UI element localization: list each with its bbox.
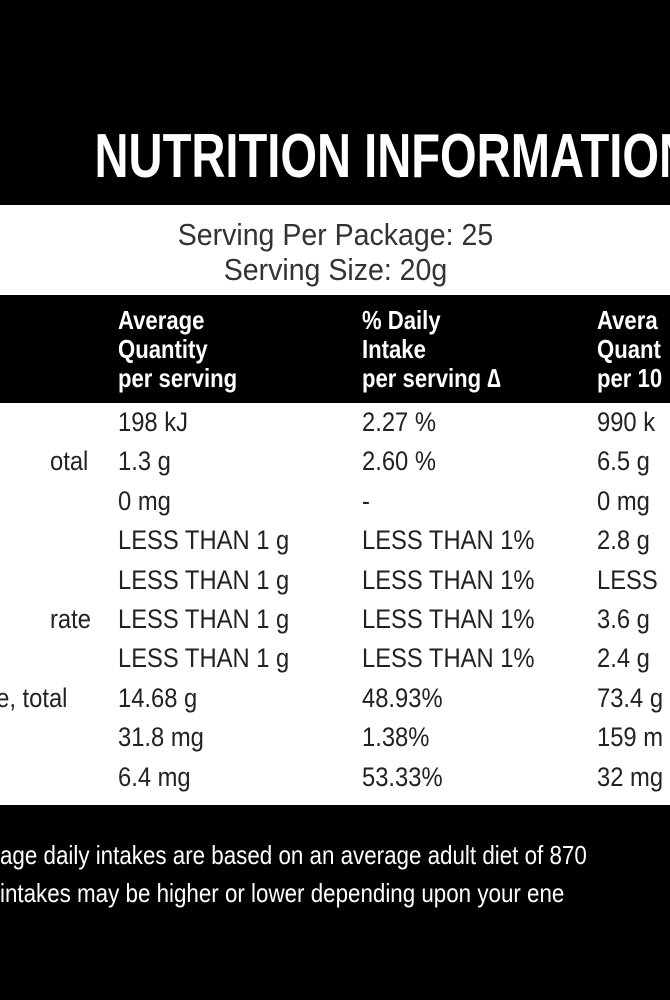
cell: 32 mg	[597, 761, 664, 792]
cell: LESS THAN 1 g	[118, 564, 290, 595]
cell: LESS THAN 1 g	[118, 643, 290, 674]
cell: -	[362, 485, 370, 516]
cell: 14.68 g	[118, 682, 198, 713]
cell: 2.60 %	[362, 446, 436, 477]
cell: 1.38%	[362, 722, 430, 753]
cell: 990 k	[597, 407, 656, 437]
cell: LESS THAN 1%	[362, 604, 535, 634]
title: NUTRITION INFORMATION	[0, 122, 670, 192]
cell: 2.4 g	[597, 643, 650, 674]
cell: 48.93%	[362, 682, 443, 713]
cell: LESS	[597, 564, 658, 595]
serving-size: Serving Size: 20g	[0, 253, 670, 287]
cell: 2.8 g	[597, 525, 650, 556]
cell: 73.4 g	[597, 682, 664, 713]
servings-text: Serving Per Package: 25	[177, 217, 493, 252]
column-header: Avera Quant per 10	[597, 306, 670, 393]
cell: LESS THAN 1%	[362, 564, 535, 595]
header-line: Quantity	[118, 334, 208, 364]
header-line: % Daily	[362, 305, 441, 335]
cell: 6.4 mg	[118, 761, 191, 792]
cell: 6.5 g	[597, 446, 650, 477]
cell: 31.8 mg	[118, 722, 204, 753]
header-line: per serving ∆	[362, 363, 501, 393]
serving-size-text: Serving Size: 20g	[223, 252, 447, 287]
cell: 0 mg	[597, 485, 650, 516]
cell: LESS THAN 1%	[362, 643, 535, 674]
cell: 159 m	[597, 722, 664, 753]
row-label: ore, total	[0, 682, 68, 713]
column-header: Average Quantity per serving	[118, 306, 258, 393]
table-body	[0, 403, 670, 805]
row-label: rate	[50, 604, 91, 634]
cell: 2.27 %	[362, 407, 436, 437]
cell: 1.3 g	[118, 446, 171, 477]
cell: LESS THAN 1 g	[118, 525, 290, 556]
header-line: Avera	[597, 305, 658, 335]
cell: 0 mg	[118, 485, 171, 516]
servings-per-package: Serving Per Package: 25	[0, 218, 670, 252]
header-line: per 10	[597, 363, 663, 393]
footnote-line: intakes may be higher or lower depending…	[0, 878, 565, 908]
row-label: otal	[50, 446, 89, 477]
cell: LESS THAN 1%	[362, 525, 535, 556]
serving-band	[0, 205, 670, 295]
cell: 53.33%	[362, 761, 443, 792]
column-header: % Daily Intake per serving ∆	[362, 306, 525, 393]
cell: 3.6 g	[597, 604, 650, 634]
cell: LESS THAN 1 g	[118, 604, 290, 634]
header-line: Average	[118, 305, 205, 335]
cell: 198 kJ	[118, 407, 189, 437]
header-line: Intake	[362, 334, 426, 364]
title-text: NUTRITION INFORMATION	[94, 122, 670, 191]
header-line: Quant	[597, 334, 661, 364]
footnote-line: age daily intakes are based on an averag…	[0, 840, 587, 870]
header-line: per serving	[118, 363, 238, 393]
